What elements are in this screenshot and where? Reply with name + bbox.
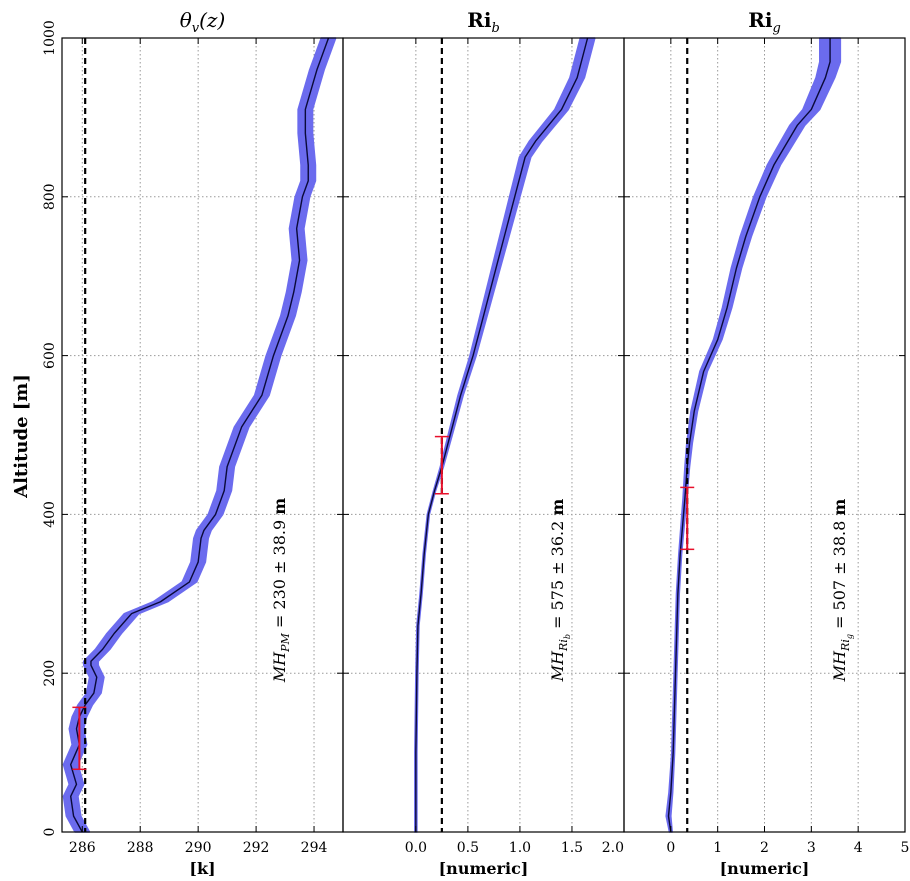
x-tick-label: 286 [69, 840, 96, 856]
panel-2: 0.0 0.5 1.0 1.5 2.0 Rib [numeric] MHRib = 575 ±… [342, 8, 625, 878]
x-tick-label: 0.5 [457, 840, 479, 856]
panel-3: 0 1 2 3 4 5 Rig [numeric] MHRig = 507 ± 38.8 m [623, 8, 910, 878]
panel-1: 286 288 290 292 294 0 200 400 600 800 1000 θv(z) [k]… [42, 8, 344, 878]
panel-title: Rib [467, 8, 500, 36]
panel-title: θv(z) [180, 8, 226, 36]
uncertainty-band [62, 37, 337, 833]
y-tick-label: 1000 [42, 20, 58, 56]
y-tick-label: 800 [42, 183, 58, 210]
x-axis-label: [numeric] [720, 859, 810, 878]
x-tick-label: 5 [901, 840, 910, 856]
x-tick-label: 1.5 [561, 840, 583, 856]
mixing-height-annotation: MHRig = 507 ± 38.8 m [830, 499, 854, 683]
x-tick-label: 2 [760, 840, 769, 856]
panel-title: Rig [748, 8, 781, 36]
mixing-height-annotation: MHRib = 575 ± 36.2 m [548, 499, 572, 683]
x-axis-label: [k] [189, 859, 215, 878]
uncertainty-band [665, 37, 842, 833]
x-axis-label: [numeric] [439, 859, 529, 878]
x-tick-label: 1 [713, 840, 722, 856]
y-tick-label: 400 [42, 501, 58, 528]
x-tick-label: 0.0 [405, 840, 427, 856]
x-tick-label: 1.0 [509, 840, 531, 856]
y-tick-label: 600 [42, 342, 58, 369]
profile-line [69, 37, 330, 833]
panel-frame [342, 37, 625, 833]
x-tick-label: 3 [807, 840, 816, 856]
x-tick-label: 2.0 [602, 840, 624, 856]
x-tick-label: 4 [854, 840, 863, 856]
y-tick-label: 200 [42, 660, 58, 687]
x-tick-label: 288 [127, 840, 154, 856]
panels: 286 288 290 292 294 0 200 400 600 800 1000 θv(z) [k]… [42, 8, 909, 878]
profile-line [667, 38, 831, 833]
profile-line [415, 37, 589, 832]
x-tick-label: 292 [243, 840, 270, 856]
x-tick-label: 294 [301, 840, 328, 856]
y-tick-label: 0 [42, 828, 58, 837]
y-axis-label: Altitude [m] [11, 374, 32, 499]
x-tick-label: 290 [185, 840, 212, 856]
mixing-height-annotation: MHPM = 230 ± 38.9 m [270, 498, 292, 683]
x-tick-label: 0 [666, 840, 675, 856]
